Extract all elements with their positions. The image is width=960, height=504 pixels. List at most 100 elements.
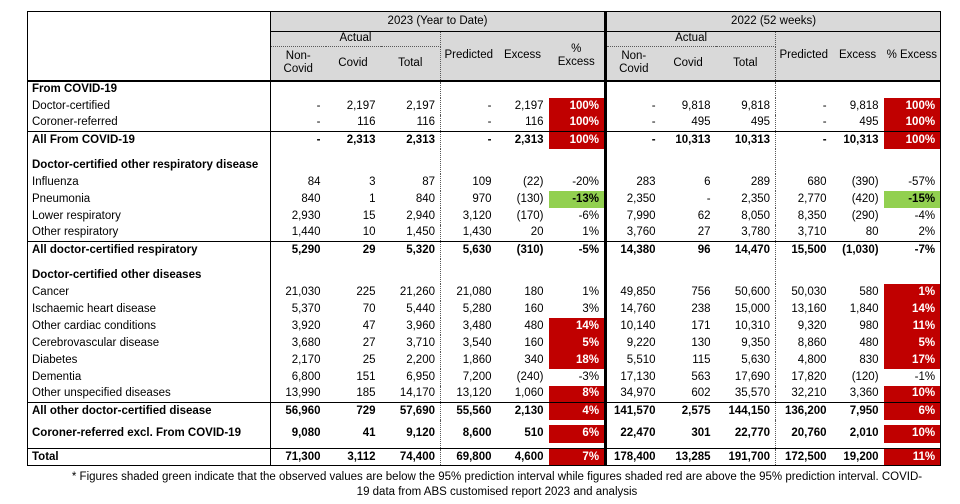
table-row: All doctor-certified respiratory 5,290 29 5… — [27, 241, 941, 259]
cell-2022-covid: 96 — [660, 241, 716, 259]
cell-2022-covid — [661, 259, 716, 284]
cell-2022-covid: 13,285 — [660, 448, 716, 466]
cell-2023-covid: 15 — [362, 209, 376, 222]
row-label: Doctor-certified other diseases — [27, 258, 271, 284]
cell-2022-predicted: 17,820 — [791, 370, 827, 383]
cell-2023-predicted: 3,480 — [462, 319, 492, 332]
cell-2023-non-covid: - — [270, 131, 326, 149]
cell-2022-excess: (420) — [851, 192, 879, 205]
cell-2022-non-covid: 9,220 — [626, 336, 656, 349]
table-body: From COVID-19 Doctor-certified - 2,197 2,197… — [27, 80, 941, 466]
cell-2022-excess: (120) — [851, 370, 879, 383]
cell-2023-non-covid: - — [316, 116, 321, 129]
cell-2023-predicted: 55,560 — [440, 402, 497, 420]
excess-mortality-table: 2023 (Year to Date) 2022 (52 weeks) Actu… — [27, 11, 942, 466]
table-row: All other doctor-certified disease 56,960… — [27, 402, 941, 420]
cell-2022-total: 3,780 — [715, 224, 777, 242]
covid-2022-header: Covid — [660, 46, 716, 82]
excess-2022-header: Excess — [831, 31, 884, 82]
cell-2022-predicted: 136,200 — [775, 402, 832, 420]
cell-2022-covid: 27 — [697, 226, 711, 239]
row-label: Cerebrovascular disease — [27, 334, 271, 352]
header-year-row: 2023 (Year to Date) 2022 (52 weeks) — [27, 11, 941, 82]
cell-2022-covid: - — [706, 192, 711, 205]
cell-2022-covid: 301 — [691, 427, 711, 440]
cell-2022-predicted: 20,760 — [791, 427, 827, 440]
cell-2023-pct-excess: 5% — [548, 334, 608, 352]
cell-2023-predicted — [441, 81, 497, 98]
cell-2022-non-covid: 17,130 — [620, 370, 656, 383]
row-label: Other respiratory — [27, 224, 271, 242]
cell-2022-total — [715, 80, 777, 98]
cell-2022-total: 144,150 — [715, 402, 777, 420]
cell-2023-predicted — [441, 259, 497, 284]
cell-2022-non-covid: 49,850 — [620, 285, 656, 298]
cell-2022-non-covid: 34,970 — [620, 387, 656, 400]
table-header: 2023 (Year to Date) 2022 (52 weeks) Actu… — [27, 11, 941, 82]
cell-2023-covid: 27 — [362, 336, 376, 349]
cell-2022-non-covid: 141,570 — [605, 402, 661, 420]
cell-2022-pct-excess: 100% — [883, 114, 941, 132]
cell-2023-excess — [497, 259, 549, 284]
cell-2023-total: 21,260 — [380, 283, 441, 301]
cell-2023-total: 2,200 — [380, 351, 441, 369]
cell-2022-excess: 2,010 — [849, 427, 879, 440]
cell-2023-non-covid: 3,680 — [291, 336, 321, 349]
cell-2023-total: 6,950 — [380, 368, 441, 386]
cell-2022-covid: 495 — [691, 116, 711, 129]
cell-2022-non-covid — [606, 81, 661, 98]
cell-2023-excess: (240) — [516, 370, 544, 383]
cell-2023-covid — [326, 259, 381, 284]
cell-2023-pct-excess — [548, 148, 608, 174]
cell-2022-pct-excess: 1% — [883, 283, 941, 301]
cell-2022-total: 191,700 — [715, 448, 777, 466]
header-subcolumns-row: Non-Covid Covid Total Non-Covid Covid To… — [28, 46, 941, 82]
cell-2023-non-covid: 2,170 — [291, 353, 321, 366]
cell-2023-total: 9,120 — [380, 419, 441, 449]
cell-2022-pct-excess: 5% — [883, 334, 941, 352]
table-row: Diabetes 2,170 25 2,200 1,860 340 18% 5,510 115 5… — [27, 351, 941, 369]
cell-2022-covid — [661, 81, 716, 98]
cell-2023-pct-excess — [548, 80, 608, 98]
row-label: Cancer — [27, 283, 271, 301]
cell-2023-excess: 340 — [524, 353, 544, 366]
cell-2023-non-covid — [271, 149, 326, 174]
cell-2022-total: 22,770 — [715, 419, 777, 449]
cell-2022-predicted: 172,500 — [775, 448, 832, 466]
table-row: Dementia 6,800 151 6,950 7,200 (240) -3% 17,130… — [27, 368, 941, 386]
cell-2023-total: 57,690 — [380, 402, 441, 420]
cell-2022-covid: 238 — [691, 302, 711, 315]
cell-2023-predicted: 1,860 — [462, 353, 492, 366]
cell-2023-pct-excess: -20% — [548, 173, 608, 191]
cell-2022-excess — [832, 259, 884, 284]
cell-2022-predicted: 4,800 — [797, 353, 827, 366]
cell-2022-predicted — [776, 81, 832, 98]
cell-2023-predicted: - — [487, 116, 492, 129]
cell-2022-non-covid: 14,380 — [605, 241, 661, 259]
cell-2023-non-covid: - — [316, 99, 321, 112]
row-label: Coroner-referred excl. From COVID-19 — [27, 419, 271, 449]
cell-2023-covid: 1 — [369, 192, 376, 205]
cell-2023-excess: 4,600 — [496, 448, 549, 466]
cell-2023-pct-excess: -6% — [548, 207, 608, 225]
header-actual-row: Actual Predicted Excess % Excess Actual … — [28, 31, 941, 82]
cell-2023-pct-excess: 100% — [548, 114, 608, 132]
cell-2023-covid: 3,112 — [325, 448, 381, 466]
cell-2022-excess: 9,818 — [849, 99, 879, 112]
cell-2023-pct-excess: -13% — [548, 190, 608, 208]
cell-2023-covid: 2,313 — [325, 131, 381, 149]
cell-2023-total: 116 — [380, 114, 441, 132]
covid-2023-header: Covid — [325, 46, 381, 82]
footnote-line-2: 19 data from ABS customised report 2023 … — [356, 486, 638, 498]
cell-2023-predicted — [441, 149, 497, 174]
cell-2022-covid: 602 — [691, 387, 711, 400]
cell-2023-pct-excess: 1% — [548, 224, 608, 242]
section-row: Doctor-certified other respiratory disea… — [27, 148, 941, 174]
pct-excess-2022-header: % Excess — [883, 31, 941, 82]
cell-2022-predicted: - — [822, 116, 827, 129]
cell-2022-predicted: 15,500 — [775, 241, 832, 259]
cell-2022-total: 9,350 — [715, 334, 777, 352]
cell-2023-pct-excess: 8% — [548, 385, 608, 403]
table-row: Other respiratory 1,440 10 1,450 1,430 20 1% 3,… — [27, 224, 941, 242]
cell-2023-non-covid: 6,800 — [291, 370, 321, 383]
